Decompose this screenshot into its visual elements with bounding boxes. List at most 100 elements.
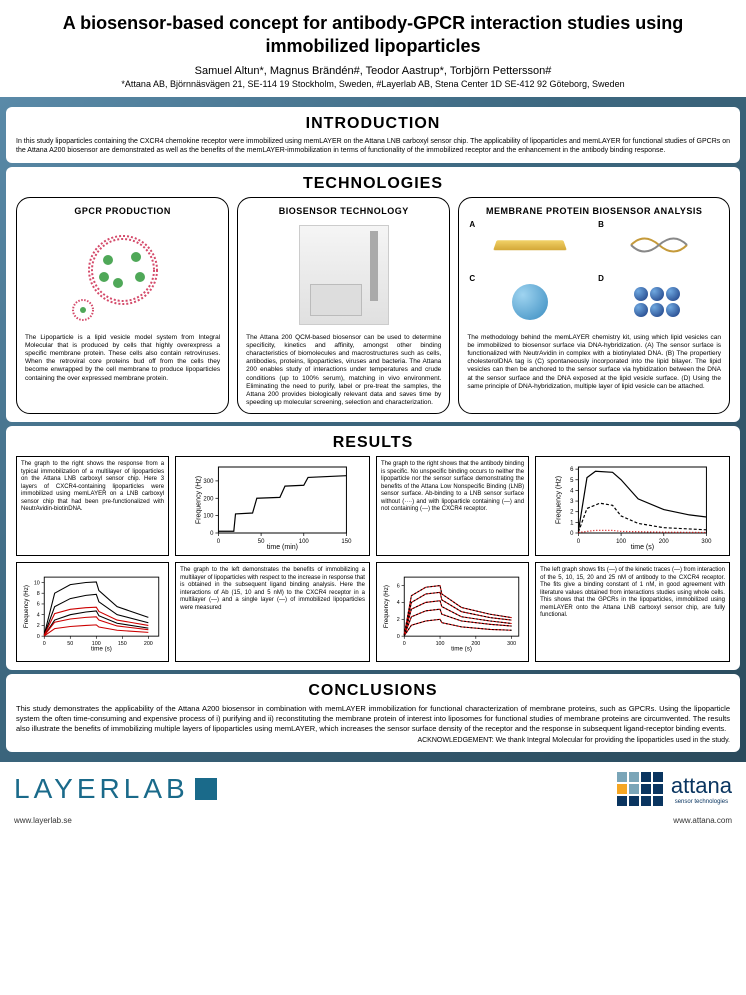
svg-text:0: 0 (210, 531, 214, 537)
section-introduction: INTRODUCTION In this study lipoparticles… (6, 107, 740, 163)
svg-text:200: 200 (659, 539, 670, 545)
tech-gpcr-heading: GPCR PRODUCTION (25, 206, 220, 216)
tech-biosensor: BIOSENSOR TECHNOLOGY The Attana 200 QCM-… (237, 197, 450, 414)
svg-text:4: 4 (570, 489, 574, 495)
mpba-b: B (596, 220, 721, 270)
technologies-row: GPCR PRODUCTION (16, 197, 730, 414)
svg-text:2: 2 (397, 617, 400, 623)
tech-mpba-heading: MEMBRANE PROTEIN BIOSENSOR ANALYSIS (467, 206, 721, 216)
svg-text:1: 1 (570, 520, 574, 526)
section-technologies: TECHNOLOGIES GPCR PRODUCTION (6, 167, 740, 422)
svg-text:50: 50 (258, 539, 265, 545)
instrument-image (246, 220, 441, 330)
attana-text-wrap: attana sensor technologies (671, 773, 732, 805)
footer: LAYERLAB attana sensor technologies (0, 762, 746, 816)
footer-sites: www.layerlab.se www.attana.com (0, 816, 746, 831)
tech-mpba-desc: The methodology behind the memLAYER chem… (467, 334, 721, 391)
poster-body: INTRODUCTION In this study lipoparticles… (0, 97, 746, 763)
svg-text:300: 300 (702, 539, 713, 545)
introduction-text: In this study lipoparticles containing t… (16, 137, 730, 155)
svg-text:0: 0 (577, 539, 581, 545)
results-text-2: The graph to the right shows that the an… (376, 456, 529, 556)
mpba-grid: A B C D (467, 220, 721, 330)
svg-text:Frequency (Hz): Frequency (Hz) (196, 476, 203, 524)
tech-gpcr-desc: The Lipoparticle is a lipid vesicle mode… (25, 334, 220, 383)
svg-text:time (s): time (s) (451, 646, 472, 653)
svg-text:8: 8 (37, 591, 40, 597)
poster-title: A biosensor-based concept for antibody-G… (20, 12, 726, 59)
results-chart-4: 0 100 200 300 0 2 4 6 time (s) Frequency (Hz) (376, 562, 529, 662)
svg-text:150: 150 (118, 641, 127, 647)
results-chart-3: 0501001502000246810time (s)Frequency (Hz… (16, 562, 169, 662)
section-conclusions: CONCLUSIONS This study demonstrates the … (6, 674, 740, 752)
svg-text:150: 150 (342, 539, 353, 545)
results-text-3: The graph to the left demonstrates the b… (175, 562, 370, 662)
site-right: www.attana.com (673, 816, 732, 825)
introduction-heading: INTRODUCTION (16, 115, 730, 133)
attana-subtext: sensor technologies (671, 799, 732, 805)
svg-text:100: 100 (436, 641, 445, 647)
authors: Samuel Altun*, Magnus Brändén#, Teodor A… (20, 65, 726, 77)
results-heading: RESULTS (16, 434, 730, 452)
results-text-1: The graph to the right shows the respons… (16, 456, 169, 556)
results-grid: The graph to the right shows the respons… (16, 456, 730, 662)
mpba-c: C (467, 274, 592, 330)
lipoparticle-diagram (25, 220, 220, 330)
site-left: www.layerlab.se (14, 816, 72, 825)
results-chart-2: 0 100 200 300 0 1 2 3 4 5 6 time (s) Frequency (Hz) (535, 456, 730, 556)
svg-text:0: 0 (43, 641, 46, 647)
tech-gpcr: GPCR PRODUCTION (16, 197, 229, 414)
attana-squares-icon (617, 772, 663, 806)
conclusions-text: This study demonstrates the applicabilit… (16, 704, 730, 733)
svg-text:0: 0 (217, 539, 221, 545)
svg-text:0: 0 (397, 634, 400, 640)
attana-logo: attana sensor technologies (617, 772, 732, 806)
svg-text:0: 0 (37, 634, 40, 640)
svg-text:Frequency (Hz): Frequency (Hz) (383, 585, 390, 628)
mpba-a: A (467, 220, 592, 270)
attana-text: attana (671, 773, 732, 798)
section-results: RESULTS The graph to the right shows the… (6, 426, 740, 670)
tech-biosensor-desc: The Attana 200 QCM-based biosensor can b… (246, 334, 441, 407)
layerlab-text: LAYERLAB (14, 773, 189, 805)
layerlab-logo: LAYERLAB (14, 773, 217, 805)
svg-text:0: 0 (403, 641, 406, 647)
svg-text:6: 6 (570, 467, 574, 473)
svg-text:Frequency (Hz): Frequency (Hz) (23, 585, 30, 628)
svg-text:200: 200 (471, 641, 480, 647)
results-text-4: The left graph shows fits (—) of the kin… (535, 562, 730, 662)
svg-text:50: 50 (67, 641, 73, 647)
svg-text:300: 300 (204, 479, 215, 485)
header: A biosensor-based concept for antibody-G… (0, 0, 746, 97)
layerlab-box-icon (195, 778, 217, 800)
conclusions-heading: CONCLUSIONS (16, 682, 730, 700)
svg-text:10: 10 (34, 580, 40, 586)
svg-text:0: 0 (570, 531, 574, 537)
technologies-heading: TECHNOLOGIES (16, 175, 730, 193)
svg-text:5: 5 (570, 478, 574, 484)
tech-mpba: MEMBRANE PROTEIN BIOSENSOR ANALYSIS A B … (458, 197, 730, 414)
svg-text:time (min): time (min) (267, 544, 298, 551)
svg-text:6: 6 (397, 583, 400, 589)
svg-text:300: 300 (507, 641, 516, 647)
acknowledgement: ACKNOWLEDGEMENT: We thank Integral Molec… (16, 737, 730, 744)
svg-text:200: 200 (204, 496, 215, 502)
svg-text:4: 4 (37, 613, 40, 619)
svg-text:4: 4 (397, 600, 400, 606)
svg-text:6: 6 (37, 602, 40, 608)
svg-text:2: 2 (570, 510, 574, 516)
svg-text:200: 200 (144, 641, 153, 647)
svg-text:100: 100 (204, 514, 215, 520)
svg-text:100: 100 (616, 539, 627, 545)
svg-text:time (s): time (s) (631, 544, 654, 551)
results-chart-1: 0 50 100 150 0 100 200 300 time (min) Frequency (… (175, 456, 370, 556)
affiliations: *Attana AB, Björnnäsvägen 21, SE-114 19 … (20, 79, 726, 89)
svg-text:time (s): time (s) (91, 646, 112, 653)
poster: A biosensor-based concept for antibody-G… (0, 0, 746, 831)
svg-text:Frequency (Hz): Frequency (Hz) (556, 476, 563, 524)
svg-text:100: 100 (299, 539, 310, 545)
tech-biosensor-heading: BIOSENSOR TECHNOLOGY (246, 206, 441, 216)
svg-text:2: 2 (37, 623, 40, 629)
mpba-d: D (596, 274, 721, 330)
svg-text:3: 3 (570, 499, 574, 505)
